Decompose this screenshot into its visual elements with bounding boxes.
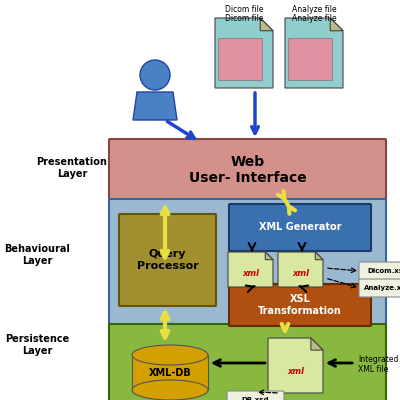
- Text: Dicom.xsd: Dicom.xsd: [367, 268, 400, 274]
- FancyBboxPatch shape: [229, 204, 371, 251]
- Polygon shape: [285, 18, 343, 88]
- Polygon shape: [330, 18, 343, 31]
- Text: Presentation
Layer: Presentation Layer: [36, 157, 108, 179]
- Text: Query
Processor: Query Processor: [137, 249, 198, 271]
- FancyBboxPatch shape: [227, 391, 284, 400]
- FancyBboxPatch shape: [229, 284, 371, 326]
- Circle shape: [140, 60, 170, 90]
- Text: Persistence
Layer: Persistence Layer: [5, 334, 69, 356]
- FancyBboxPatch shape: [119, 214, 216, 306]
- Text: xml: xml: [287, 366, 304, 376]
- Text: xml: xml: [242, 268, 259, 278]
- Text: Integrated
XML file: Integrated XML file: [358, 355, 398, 374]
- Bar: [288, 38, 332, 80]
- Polygon shape: [260, 18, 273, 31]
- Polygon shape: [133, 92, 177, 120]
- FancyBboxPatch shape: [359, 262, 400, 280]
- Polygon shape: [278, 252, 323, 287]
- Text: Analyze file: Analyze file: [292, 14, 336, 23]
- Bar: [218, 38, 262, 80]
- Text: DB.xsd: DB.xsd: [242, 397, 269, 400]
- Text: Dicom file: Dicom file: [225, 14, 263, 23]
- Polygon shape: [315, 252, 323, 260]
- Bar: [132, 355, 208, 390]
- Text: XML-DB: XML-DB: [149, 368, 191, 378]
- Polygon shape: [268, 338, 323, 393]
- Text: xml: xml: [292, 268, 309, 278]
- Text: Analyze.xsd: Analyze.xsd: [364, 285, 400, 291]
- Polygon shape: [215, 18, 273, 88]
- Ellipse shape: [132, 345, 208, 365]
- Text: Analyze file: Analyze file: [292, 5, 336, 14]
- FancyBboxPatch shape: [109, 324, 386, 400]
- Polygon shape: [228, 252, 273, 287]
- Text: Behavioural
Layer: Behavioural Layer: [4, 244, 70, 266]
- FancyBboxPatch shape: [109, 199, 386, 326]
- Text: XSL
Transformation: XSL Transformation: [258, 294, 342, 316]
- Ellipse shape: [132, 380, 208, 400]
- FancyBboxPatch shape: [109, 139, 386, 201]
- Polygon shape: [265, 252, 273, 260]
- Text: XML Generator: XML Generator: [259, 222, 341, 232]
- Polygon shape: [311, 338, 323, 350]
- Text: Web
User- Interface: Web User- Interface: [189, 155, 306, 185]
- Text: Dicom file: Dicom file: [225, 5, 263, 14]
- FancyBboxPatch shape: [359, 279, 400, 297]
